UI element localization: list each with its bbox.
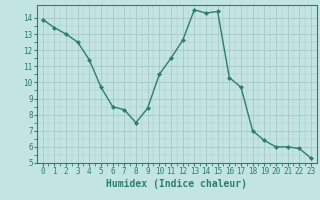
X-axis label: Humidex (Indice chaleur): Humidex (Indice chaleur) <box>106 179 247 189</box>
